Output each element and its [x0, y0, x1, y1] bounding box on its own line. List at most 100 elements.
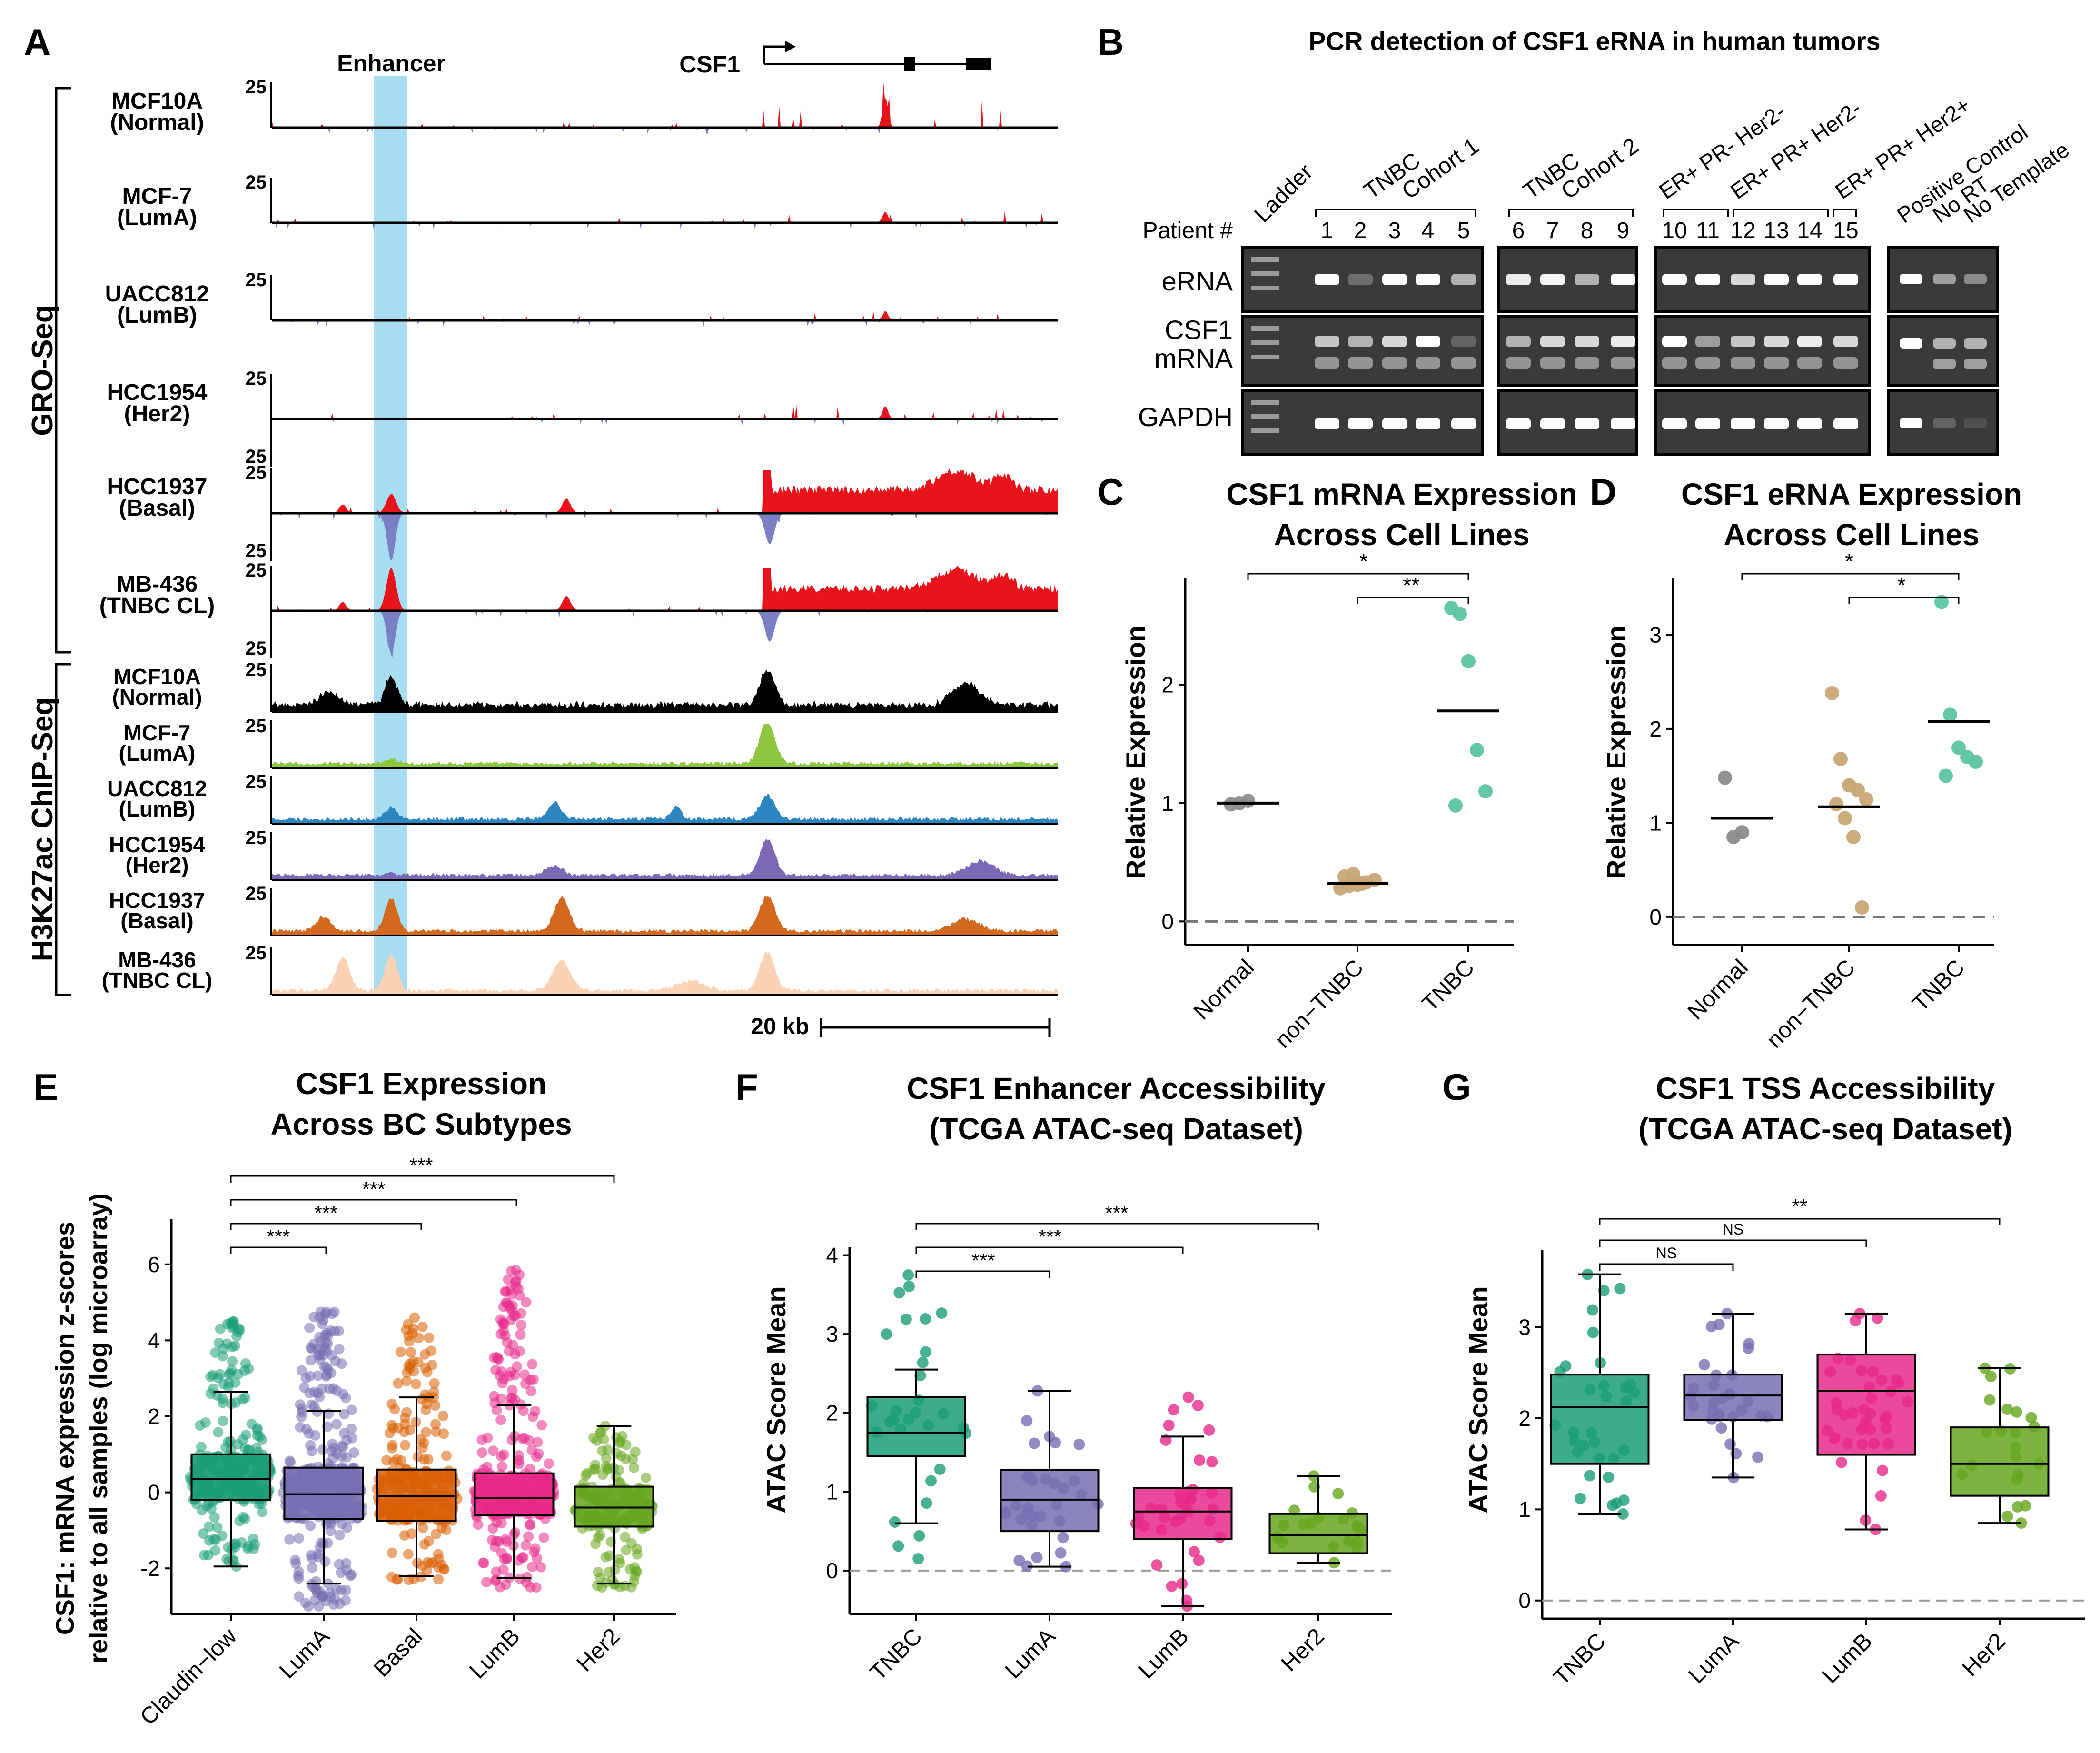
- y-tick-label: 1: [1161, 791, 1174, 816]
- data-point: [616, 1451, 627, 1462]
- gel-band: [1348, 274, 1373, 285]
- data-point: [305, 1520, 316, 1531]
- box-iqr: [1683, 1374, 1783, 1421]
- data-point: [314, 1312, 325, 1323]
- gel-band: [1764, 336, 1789, 347]
- y-tick-label: 4: [148, 1328, 160, 1353]
- data-point: [327, 1308, 337, 1319]
- patient-number: 4: [1422, 218, 1435, 243]
- data-point: [1617, 1508, 1629, 1520]
- data-point: [518, 1405, 529, 1416]
- gel-band: [1900, 418, 1922, 428]
- gel-band: [1540, 336, 1565, 347]
- data-point: [1838, 811, 1852, 826]
- data-point: [604, 1567, 614, 1578]
- data-point: [2001, 1510, 2013, 1522]
- track-scale-label: 25: [246, 716, 267, 737]
- patient-number: 8: [1581, 218, 1594, 243]
- data-point: [500, 1330, 511, 1341]
- data-point: [588, 1464, 599, 1475]
- data-point: [934, 1464, 946, 1475]
- data-point: [284, 1534, 295, 1545]
- data-point: [580, 1470, 591, 1481]
- gel-band: [1575, 274, 1599, 285]
- data-point: [505, 1366, 516, 1377]
- gel-row-label-gapdh: GAPDH: [1138, 402, 1233, 432]
- gel-band: [1797, 418, 1822, 429]
- data-point: [1606, 1499, 1618, 1511]
- data-point: [295, 1422, 306, 1433]
- data-point: [317, 1383, 328, 1394]
- data-point: [1833, 752, 1848, 767]
- gel-band: [1416, 336, 1440, 347]
- data-point: [515, 1329, 526, 1340]
- data-point: [1029, 1437, 1040, 1449]
- gel-band: [1731, 336, 1755, 347]
- patient-number: 2: [1354, 218, 1367, 243]
- y-tick-label: 2: [148, 1404, 160, 1429]
- track-scale-label: 25: [246, 77, 267, 98]
- x-tick-label: Her2: [1277, 1624, 1329, 1676]
- significance-bracket: [230, 1246, 327, 1254]
- gel-band: [1833, 336, 1858, 347]
- data-point: [238, 1434, 248, 1445]
- track-subtype-label: (LumA): [119, 741, 196, 766]
- data-point: [312, 1343, 323, 1354]
- gro-seq-plus-strand-signal: [272, 468, 1058, 513]
- significance-label: NS: [1723, 1221, 1743, 1238]
- box-iqr: [190, 1453, 271, 1501]
- chip-seq-signal: [272, 724, 1058, 768]
- significance-bracket: [1357, 597, 1469, 604]
- data-point: [304, 1323, 315, 1334]
- gro-seq-tracks: 25 MCF10A(Normal) 25 MCF-7(LumA) 25 UACC812(L…: [99, 77, 1058, 659]
- gel-band: [1662, 274, 1687, 285]
- track-cell-line-label: HCC1937: [109, 888, 205, 913]
- data-point: [322, 1421, 333, 1432]
- data-point: [500, 1534, 511, 1545]
- data-point: [1835, 1456, 1847, 1468]
- data-point: [415, 1434, 426, 1445]
- data-point: [588, 1432, 599, 1443]
- data-point: [1470, 743, 1484, 757]
- track-cell-line-label: MB-436: [117, 572, 198, 597]
- data-point: [191, 1498, 202, 1509]
- box-iqr: [1268, 1513, 1368, 1554]
- data-point: [476, 1434, 487, 1445]
- data-point: [521, 1297, 532, 1308]
- scale-bar: 20 kb: [751, 1014, 1051, 1039]
- data-point: [239, 1365, 250, 1376]
- data-point: [1461, 654, 1476, 668]
- gel-band: [1611, 336, 1635, 347]
- y-tick-label: 4: [826, 1243, 838, 1268]
- data-point: [511, 1281, 522, 1292]
- gel-band: [1797, 274, 1822, 285]
- data-point: [514, 1269, 525, 1280]
- data-point: [326, 1367, 337, 1378]
- ladder-band: [1251, 286, 1279, 290]
- data-point: [393, 1378, 404, 1389]
- data-point: [615, 1557, 626, 1568]
- gel-band: [1451, 357, 1476, 369]
- data-point: [439, 1564, 450, 1575]
- data-point: [403, 1549, 414, 1560]
- gel-band: [1575, 357, 1599, 369]
- data-point: [400, 1440, 411, 1451]
- gel-row-label-csf1: CSF1: [1165, 315, 1233, 345]
- data-point: [893, 1287, 905, 1299]
- gel-band: [1662, 418, 1687, 429]
- x-tick-label: LumB: [465, 1624, 525, 1683]
- significance-bracket: [915, 1270, 1050, 1278]
- y-tick-label: 1: [826, 1479, 838, 1504]
- gel-band: [1382, 357, 1407, 369]
- significance-bracket: [915, 1223, 1319, 1230]
- y-tick-label: 1: [1518, 1497, 1531, 1522]
- track-cell-line-label: HCC1954: [107, 380, 208, 405]
- data-point: [2015, 1517, 2027, 1529]
- panel-e-boxplot: CSF1 Expression Across BC Subtypes CSF1:…: [51, 1066, 676, 1730]
- data-point: [228, 1555, 239, 1566]
- track-scale-label: 25: [246, 368, 267, 389]
- data-point: [399, 1530, 410, 1541]
- data-point: [297, 1365, 307, 1376]
- patient-number: 1: [1321, 218, 1334, 243]
